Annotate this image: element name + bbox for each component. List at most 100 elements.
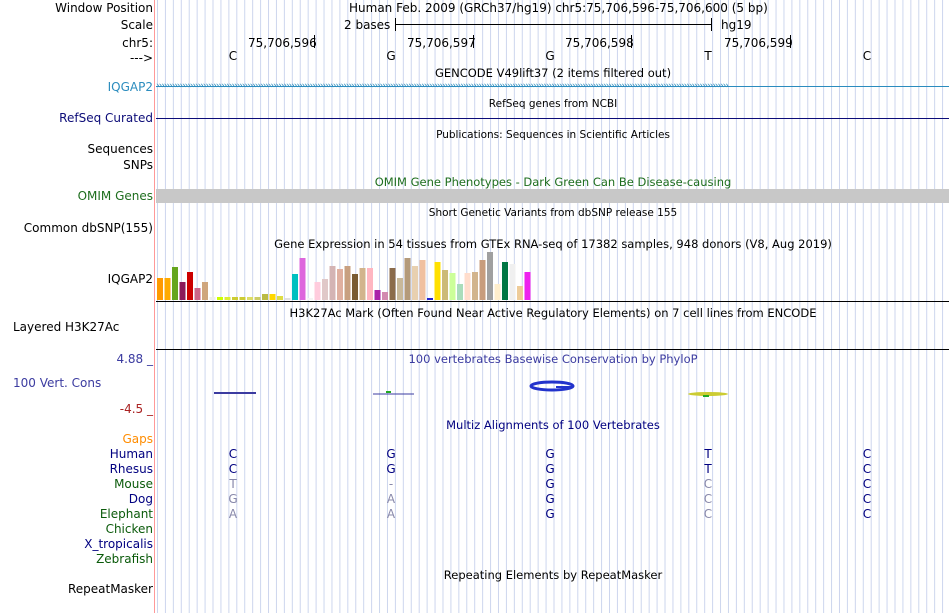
refseq-track-label[interactable]: RefSeq Curated <box>59 111 153 125</box>
multiz-base: C <box>228 462 238 476</box>
gtex-tissue-bar <box>277 296 283 300</box>
gtex-tissue-bar <box>172 267 178 300</box>
position-tick <box>314 35 315 48</box>
gtex-tissue-bar <box>307 298 313 300</box>
gencode-gene-feature[interactable]: ››››››››››››››››››››››››››››››››››››››››… <box>156 81 949 92</box>
publications-track-title[interactable]: Publications: Sequences in Scientific Ar… <box>436 129 670 141</box>
base-letter: C <box>228 49 238 63</box>
gtex-tissue-bar <box>524 272 531 300</box>
gencode-track-label[interactable]: IQGAP2 <box>107 80 153 94</box>
multiz-base: G <box>228 492 238 506</box>
window-position-text: Human Feb. 2009 (GRCh37/hg19) chr5:75,70… <box>349 1 768 15</box>
conservation-track-title[interactable]: 100 vertebrates Basewise Conservation by… <box>408 352 698 366</box>
conservation-max-label: 4.88 _ <box>116 352 153 366</box>
position-4: 75,706,599 <box>724 36 793 50</box>
gtex-tissue-bar <box>397 278 403 300</box>
gtex-tissue-bar <box>217 297 223 300</box>
multiz-base: A <box>386 492 396 506</box>
h3k27ac-track-divider <box>156 349 949 350</box>
multiz-base: C <box>228 447 238 461</box>
multiz-species-label[interactable]: Rhesus <box>109 462 153 476</box>
multiz-species-label[interactable]: Zebrafish <box>96 552 153 566</box>
gtex-track-label[interactable]: IQGAP2 <box>107 272 153 286</box>
multiz-base: C <box>862 492 872 506</box>
left-border <box>154 0 155 613</box>
multiz-species-label[interactable]: Dog <box>128 492 153 506</box>
gtex-tissue-bar <box>314 282 321 300</box>
multiz-base: C <box>703 492 713 506</box>
gtex-tissue-bar <box>187 272 193 300</box>
multiz-species-label[interactable]: X_tropicalis <box>84 537 153 551</box>
multiz-base: T <box>704 462 712 476</box>
conservation-track-label[interactable]: 100 Vert. Cons <box>13 376 102 390</box>
gencode-track-title[interactable]: GENCODE V49lift37 (2 items filtered out) <box>434 66 672 80</box>
h3k27ac-track-label[interactable]: Layered H3K27Ac <box>13 320 120 334</box>
refseq-track-title[interactable]: RefSeq genes from NCBI <box>488 98 618 110</box>
h3k27ac-track-title[interactable]: H3K27Ac Mark (Often Found Near Active Re… <box>289 306 817 320</box>
multiz-base: C <box>862 447 872 461</box>
gtex-tissue-bar <box>517 286 523 300</box>
strand-label: ---> <box>129 51 153 65</box>
base-letter: C <box>862 49 872 63</box>
refseq-gene-line[interactable] <box>156 118 949 119</box>
gtex-tissue-bar <box>239 297 246 300</box>
gtex-tissue-bar <box>487 252 493 300</box>
gtex-tissue-bar <box>352 274 358 300</box>
gtex-track-title[interactable]: Gene Expression in 54 tissues from GTEx … <box>274 237 832 251</box>
position-2: 75,706,597 <box>407 36 476 50</box>
multiz-base: G <box>545 462 555 476</box>
window-position-label: Window Position <box>55 1 153 15</box>
conservation-mark <box>703 395 709 397</box>
multiz-species-label[interactable]: Human <box>109 447 153 461</box>
position-1: 75,706,596 <box>248 36 317 50</box>
conservation-min-label: -4.5 _ <box>119 402 153 416</box>
position-3: 75,706,598 <box>565 36 634 50</box>
gtex-tissue-bar <box>344 266 351 300</box>
omim-phenotype-band[interactable] <box>156 189 949 203</box>
gtex-tissue-bar <box>374 290 381 300</box>
base-letter: G <box>545 49 555 63</box>
gtex-tissue-bar <box>442 270 448 300</box>
publications-sequences-label[interactable]: Sequences <box>87 142 153 156</box>
gtex-tissue-bar <box>202 282 208 300</box>
gtex-tissue-bar <box>464 273 471 300</box>
gtex-tissue-bar <box>449 273 456 300</box>
gtex-tissue-bar <box>337 269 343 300</box>
gtex-tissue-bar <box>179 282 186 300</box>
base-letter: G <box>386 49 396 63</box>
repeatmasker-track-label[interactable]: RepeatMasker <box>67 582 153 596</box>
gtex-tissue-bar <box>157 278 163 300</box>
multiz-base: A <box>386 507 396 521</box>
multiz-species-label[interactable]: Elephant <box>99 507 153 521</box>
multiz-base: - <box>388 477 394 491</box>
omim-track-title[interactable]: OMIM Gene Phenotypes - Dark Green Can Be… <box>374 175 732 189</box>
scale-bar <box>395 24 712 25</box>
gtex-tissue-bar <box>269 294 276 300</box>
gtex-tissue-bar <box>194 288 201 300</box>
gtex-tissue-bar <box>472 272 478 300</box>
publications-snps-label[interactable]: SNPs <box>123 158 153 172</box>
multiz-base: C <box>862 462 872 476</box>
gtex-tissue-bar <box>457 284 463 300</box>
gtex-tissue-bar <box>382 292 388 300</box>
chrom-label: chr5: <box>122 36 153 50</box>
multiz-base: G <box>386 462 396 476</box>
multiz-species-label[interactable]: Chicken <box>105 522 153 536</box>
multiz-track-title[interactable]: Multiz Alignments of 100 Vertebrates <box>446 418 660 432</box>
gtex-tissue-bar <box>164 278 171 300</box>
gtex-tissue-bar <box>299 258 306 300</box>
gtex-tissue-bar <box>224 297 231 300</box>
gtex-tissue-bar <box>247 297 253 300</box>
gtex-tissue-bar <box>359 268 366 300</box>
multiz-species-label[interactable]: Mouse <box>114 477 153 491</box>
position-tick <box>473 35 474 48</box>
multiz-base: C <box>862 477 872 491</box>
dbsnp-track-label[interactable]: Common dbSNP(155) <box>23 221 153 235</box>
scale-bar-right-tick <box>711 18 712 31</box>
dbsnp-track-title[interactable]: Short Genetic Variants from dbSNP releas… <box>428 207 678 219</box>
omim-track-label[interactable]: OMIM Genes <box>77 189 153 203</box>
repeatmasker-track-title[interactable]: Repeating Elements by RepeatMasker <box>443 568 663 582</box>
multiz-base: C <box>703 477 713 491</box>
